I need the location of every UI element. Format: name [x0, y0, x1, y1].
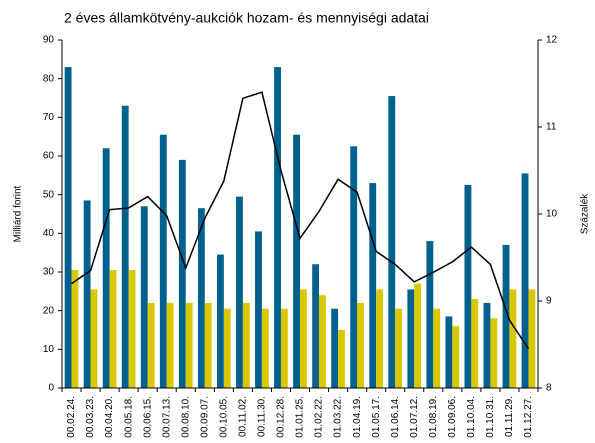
- bar: [274, 67, 281, 389]
- bar: [331, 308, 339, 388]
- bar: [128, 270, 136, 388]
- y-tick-label: 10: [43, 344, 55, 355]
- bar: [178, 159, 186, 388]
- bar: [121, 105, 129, 388]
- y-tick-label: 60: [43, 151, 55, 162]
- x-tick-label: 00.05.18.: [123, 396, 134, 438]
- bar: [464, 185, 472, 388]
- bar: [388, 96, 396, 389]
- bar: [71, 270, 79, 388]
- bar: [147, 302, 155, 388]
- x-tick-label: 01.12.27.: [523, 396, 534, 438]
- x-tick-label: 00.02.24.: [66, 396, 77, 438]
- bar: [338, 330, 345, 388]
- x-tick-label: 00.09.07.: [199, 396, 210, 438]
- bar: [83, 200, 91, 388]
- bar: [109, 270, 117, 388]
- bar: [483, 302, 491, 388]
- bar: [490, 318, 498, 388]
- bar: [197, 208, 205, 388]
- bar: [242, 302, 250, 388]
- x-tick-label: 01.08.19.: [428, 396, 439, 438]
- x-tick-label: 01.09.06.: [447, 396, 458, 438]
- bar: [350, 146, 358, 388]
- x-tick-label: 00.11.02.: [238, 396, 249, 437]
- y-tick-label: 20: [43, 305, 55, 316]
- y-tick-label: 0: [48, 383, 54, 394]
- bar: [140, 206, 148, 388]
- y2-tick-label: 8: [546, 383, 552, 394]
- bar: [521, 173, 529, 388]
- x-tick-label: 01.02.22.: [314, 396, 325, 438]
- y2-tick-label: 10: [546, 209, 558, 220]
- y2-axis-label: Százalék: [580, 193, 591, 235]
- x-tick-label: 00.04.20.: [104, 396, 115, 438]
- bar: [445, 316, 453, 388]
- x-tick-label: 01.03.22.: [333, 396, 344, 438]
- bar: [102, 148, 110, 388]
- y-tick-label: 50: [43, 189, 55, 200]
- x-tick-label: 01.06.14.: [390, 396, 401, 438]
- x-tick-label: 01.04.19.: [352, 396, 363, 438]
- x-tick-label: 00.12.28.: [276, 396, 287, 438]
- x-tick-label: 00.08.10.: [180, 396, 191, 438]
- bar: [319, 295, 326, 388]
- bar: [300, 289, 307, 388]
- bar: [312, 264, 320, 388]
- y-tick-label: 30: [43, 267, 55, 278]
- y-axis-label: Milliárd forint: [13, 185, 24, 242]
- bar: [204, 302, 212, 388]
- bar: [414, 283, 422, 388]
- y-tick-label: 90: [43, 35, 55, 46]
- x-tick-label: 00.03.23.: [85, 396, 96, 438]
- x-tick-label: 01.07.12.: [409, 396, 420, 438]
- bar: [261, 308, 269, 388]
- x-tick-label: 01.05.17.: [371, 396, 382, 438]
- bar: [166, 302, 174, 388]
- y2-tick-label: 12: [546, 35, 558, 46]
- bar: [376, 289, 384, 388]
- y-tick-label: 70: [43, 112, 55, 123]
- bar: [369, 183, 377, 388]
- y2-tick-label: 9: [546, 296, 552, 307]
- x-tick-label: 00.07.13.: [161, 396, 172, 438]
- y2-tick-label: 11: [546, 122, 557, 133]
- bar: [223, 308, 231, 388]
- bar: [395, 308, 403, 388]
- bar: [471, 299, 479, 388]
- chart-title: 2 éves államkötvény-aukciók hozam- és me…: [64, 10, 429, 26]
- bar: [159, 134, 167, 388]
- x-tick-label: 01.11.29.: [504, 396, 515, 437]
- bar: [407, 289, 415, 388]
- bar: [236, 196, 243, 388]
- bar: [280, 308, 288, 388]
- bar: [426, 241, 434, 388]
- x-tick-label: 00.06.15.: [142, 396, 153, 438]
- x-tick-label: 00.11.30.: [257, 396, 268, 437]
- x-tick-label: 01.01.25.: [295, 396, 306, 438]
- bar: [452, 326, 460, 388]
- bar: [255, 231, 262, 388]
- bar: [216, 254, 224, 388]
- x-tick-label: 01.10.04.: [466, 396, 477, 438]
- bar: [90, 289, 98, 388]
- bar: [528, 289, 536, 388]
- bar: [64, 67, 72, 389]
- x-tick-label: 01.10.31.: [485, 396, 496, 438]
- x-tick-label: 00.10.05.: [218, 396, 229, 438]
- bar: [185, 302, 193, 388]
- line: [71, 91, 530, 350]
- y-tick-label: 40: [43, 228, 55, 239]
- bar: [433, 308, 441, 388]
- y-tick-label: 80: [43, 73, 55, 84]
- bar: [509, 289, 517, 388]
- bar: [502, 244, 510, 388]
- bar: [357, 302, 364, 388]
- bar: [293, 134, 300, 388]
